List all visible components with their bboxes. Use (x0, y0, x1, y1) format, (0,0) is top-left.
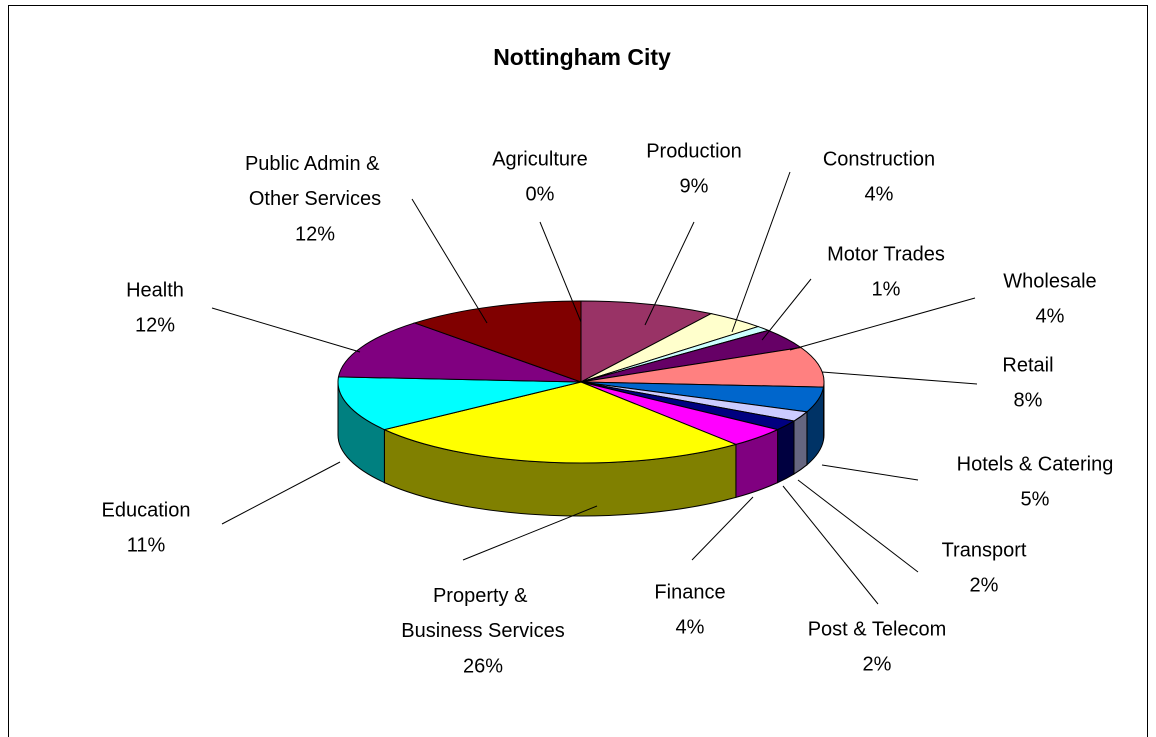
value-label: 2% (970, 574, 999, 596)
category-label: Retail (1002, 354, 1053, 376)
value-label: 0% (526, 183, 555, 205)
category-label: Agriculture (492, 148, 588, 170)
slice (382, 381, 738, 464)
leader-line (761, 278, 812, 341)
category-label: Education (102, 499, 191, 521)
slice-side (793, 410, 808, 475)
chart-title: Nottingham City (493, 44, 671, 70)
category-label: Hotels & Catering (957, 453, 1114, 475)
label-line: Property & (433, 585, 533, 607)
value-label: 11% (127, 534, 166, 556)
value-label: 2% (863, 653, 892, 675)
slice-side (777, 420, 795, 484)
value-label: 4% (865, 183, 894, 205)
leader-line (221, 461, 341, 525)
value-label: 12% (295, 223, 335, 245)
leader-line (821, 371, 978, 385)
label-line: Other Services (249, 188, 381, 210)
label-line: Public Admin & (245, 153, 385, 175)
slice (413, 300, 582, 383)
leader-line (462, 505, 598, 561)
leader-line (539, 221, 582, 323)
leader-line (821, 464, 919, 481)
category-label: Public Admin & Other Services (245, 153, 385, 210)
category-label: Health (126, 279, 184, 301)
value-label: 4% (676, 616, 705, 638)
category-label: Construction (823, 148, 935, 170)
leader-line (789, 297, 976, 351)
category-label: Transport (942, 539, 1027, 561)
category-label: Post & Telecom (808, 618, 947, 640)
category-label: Property & Business Services (401, 585, 564, 642)
slice (337, 376, 582, 431)
value-label: 1% (872, 278, 901, 300)
leader-line (644, 221, 695, 326)
value-label: 4% (1036, 305, 1065, 327)
value-label: 5% (1021, 488, 1050, 510)
slice (580, 346, 825, 388)
value-label: 8% (1014, 389, 1043, 411)
label-line: Business Services (401, 620, 564, 642)
leader-line (782, 485, 879, 605)
slice (580, 300, 713, 383)
value-label: 12% (135, 314, 175, 336)
category-label: Wholesale (1003, 270, 1096, 292)
value-label: 26% (463, 655, 503, 677)
value-label: 9% (680, 175, 709, 197)
leader-line (691, 496, 754, 561)
leader-line (211, 307, 361, 353)
leader-line (731, 171, 791, 333)
category-label: Finance (654, 581, 725, 603)
leader-line (411, 198, 488, 324)
category-label: Motor Trades (827, 243, 945, 265)
leader-line (797, 479, 919, 573)
slice (337, 322, 582, 383)
category-label: Production (646, 140, 742, 162)
